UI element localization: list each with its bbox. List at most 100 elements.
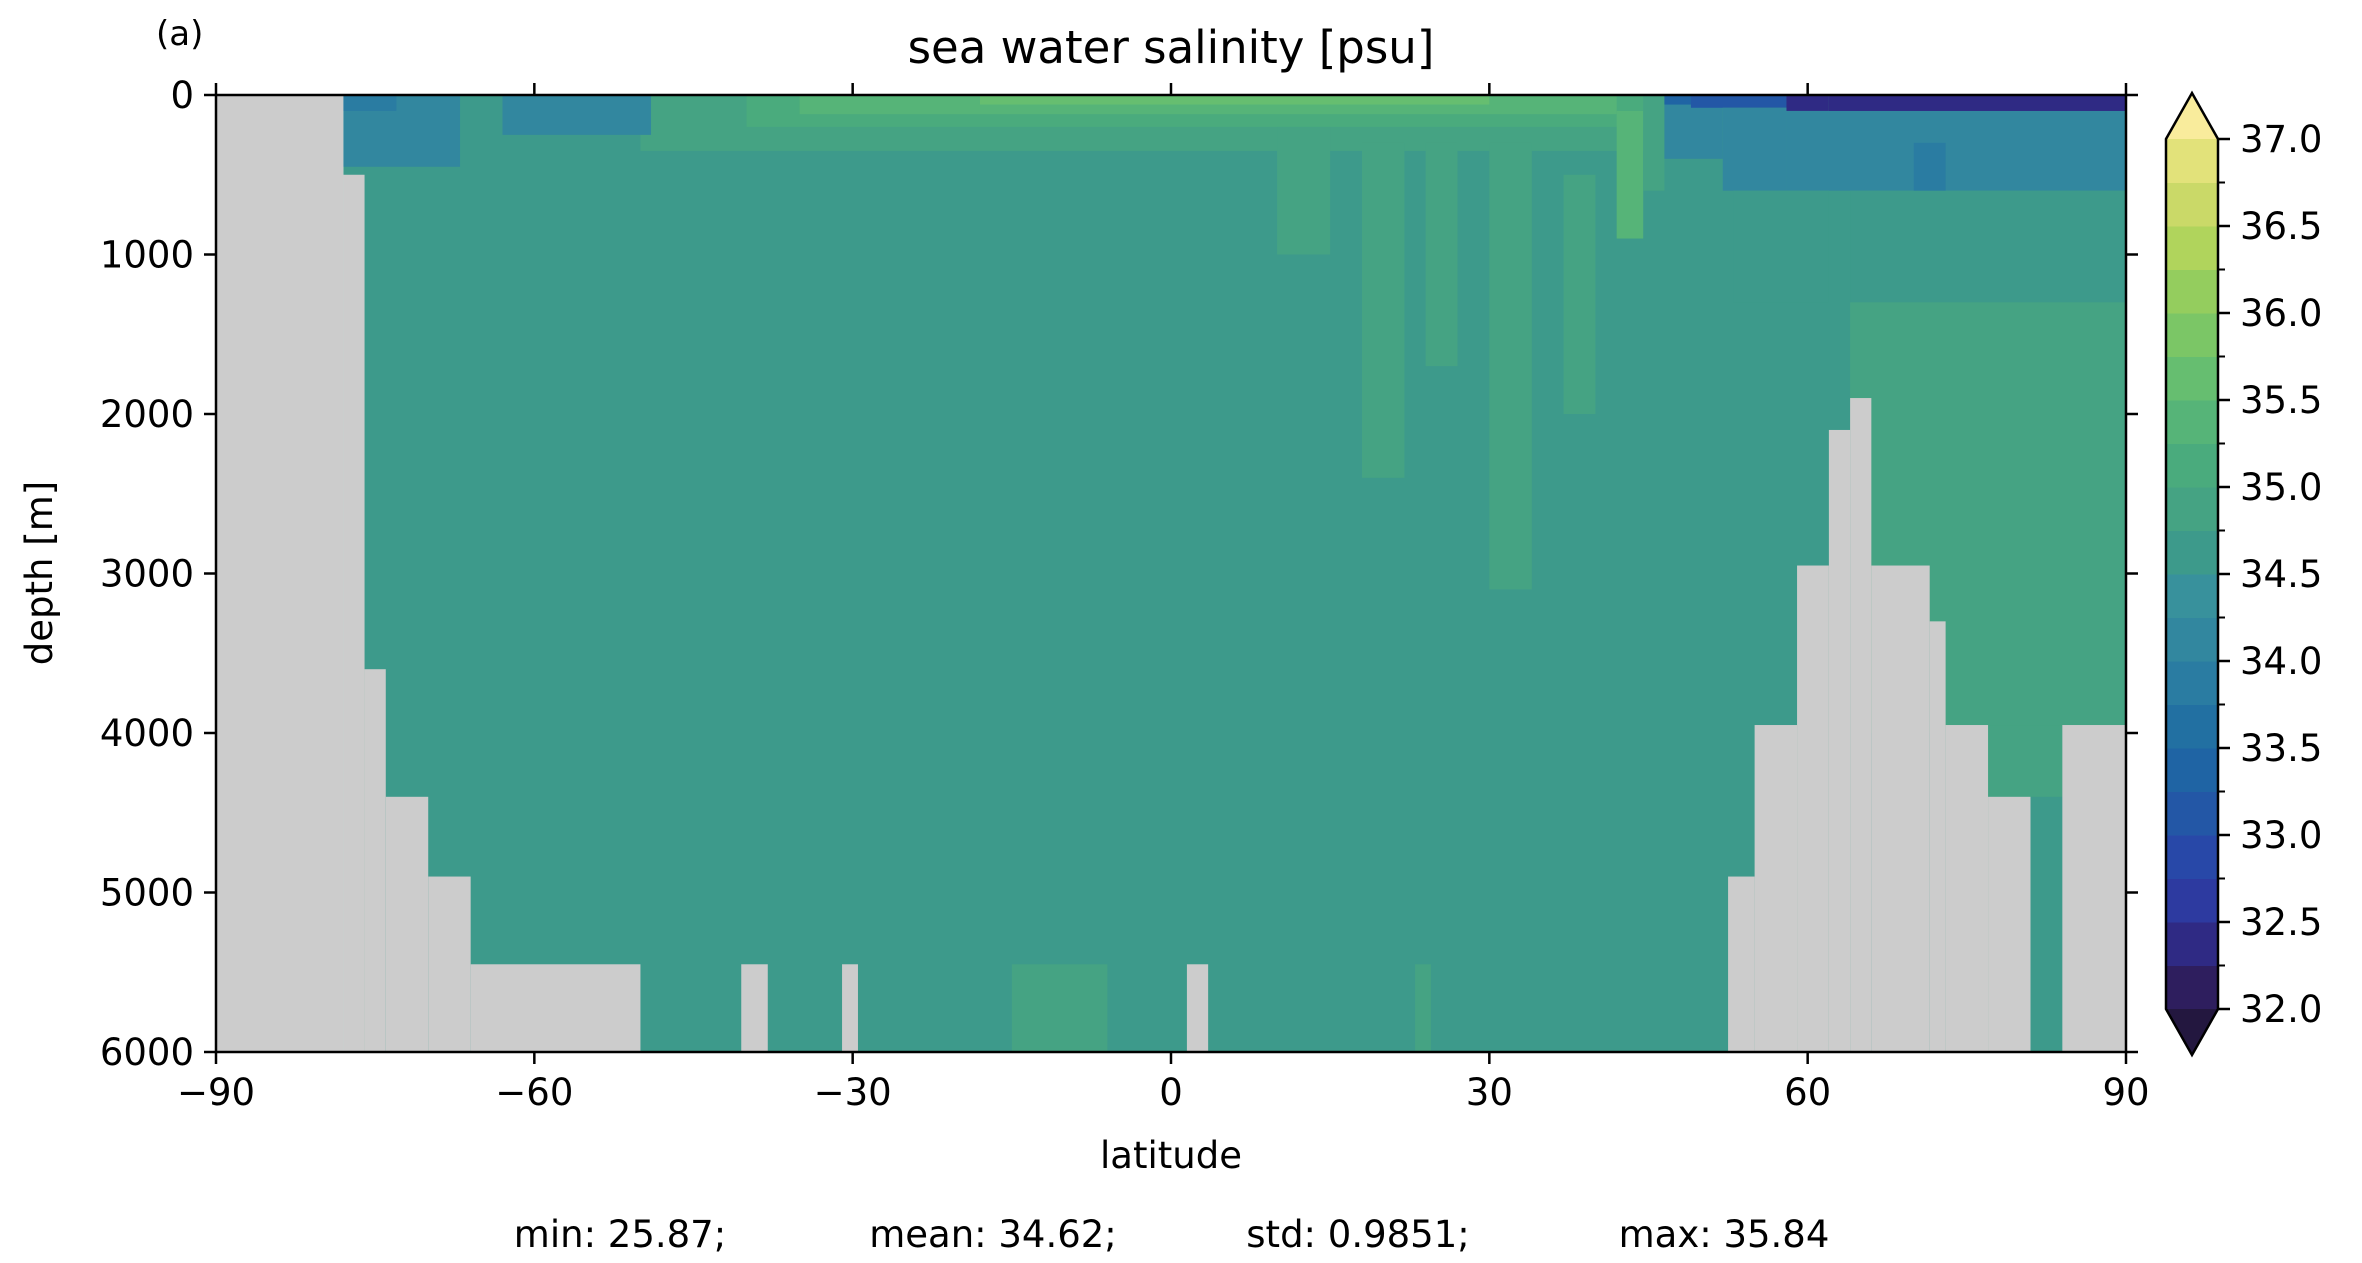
colorbar-segment <box>2166 443 2218 488</box>
colorbar: 32.0 32.5 33.0 33.5 34.0 34.5 35.0 35.5 36.0 36.5… <box>2164 90 2322 1058</box>
colorbar-tick-label: 34.5 <box>2240 553 2322 596</box>
stat-max: max: 35.84 <box>1619 1213 1830 1256</box>
salinity-cell <box>1563 174 1596 414</box>
colorbar-segment <box>2166 574 2218 618</box>
land-cell <box>1929 621 1946 1052</box>
colorbar-segment <box>2166 313 2218 357</box>
land-cell <box>741 964 768 1052</box>
colorbar-segment <box>2166 530 2218 575</box>
land-cell <box>385 796 429 1052</box>
salinity-cell <box>1415 964 1431 1052</box>
land-cell <box>2062 725 2126 1052</box>
y-tick-label: 4000 <box>100 712 194 755</box>
x-tick-label: 30 <box>1466 1071 1513 1114</box>
land-cell <box>1850 398 1872 1052</box>
y-axis: 0 1000 2000 3000 4000 5000 6000 <box>100 74 2138 1074</box>
colorbar-tick-label: 37.0 <box>2240 118 2322 161</box>
salinity-cell <box>1664 95 1691 105</box>
y-tick-label: 6000 <box>100 1031 194 1074</box>
colorbar-under-arrow <box>2166 1009 2218 1055</box>
colorbar-tick-label: 33.5 <box>2240 727 2322 770</box>
colorbar-tick-label: 34.0 <box>2240 640 2322 683</box>
land-mask <box>216 95 2126 1052</box>
x-tick-label: −90 <box>177 1071 255 1114</box>
colorbar-segment <box>2166 226 2218 270</box>
y-tick-label: 3000 <box>100 553 194 596</box>
land-cell <box>470 964 641 1052</box>
stat-std: std: 0.9851; <box>1246 1213 1469 1256</box>
colorbar-tick-label: 33.0 <box>2240 814 2322 857</box>
y-tick-label: 0 <box>170 74 194 117</box>
y-tick-label: 1000 <box>100 234 194 277</box>
colorbar-segment <box>2166 400 2218 444</box>
plot-area <box>214 93 2128 1054</box>
land-cell <box>1871 565 1930 1052</box>
y-tick-label: 2000 <box>100 393 194 436</box>
colorbar-segment <box>2166 704 2218 749</box>
land-cell <box>343 174 365 1052</box>
salinity-cell <box>502 95 652 135</box>
land-cell <box>842 964 858 1052</box>
salinity-cell <box>1362 142 1405 478</box>
colorbar-segment <box>2166 748 2218 792</box>
colorbar-segment <box>2166 661 2218 705</box>
stats-line: min: 25.87; mean: 34.62; std: 0.9851; ma… <box>514 1213 1830 1256</box>
y-tick-label: 5000 <box>100 872 194 915</box>
salinity-cell <box>1011 964 1108 1052</box>
land-cell <box>1945 725 1989 1052</box>
salinity-cell <box>343 95 397 111</box>
colorbar-segment <box>2166 269 2218 314</box>
salinity-cell <box>1733 190 1829 303</box>
x-axis: −90 −60 −30 0 30 60 90 <box>177 83 2150 1114</box>
x-tick-label: 60 <box>1784 1071 1831 1114</box>
land-cell <box>364 669 386 1052</box>
colorbar-segment <box>2166 835 2218 879</box>
salinity-cell <box>1277 126 1331 255</box>
land-cell <box>1828 429 1851 1052</box>
salinity-cell <box>1643 95 1665 191</box>
colorbar-segment <box>2166 965 2218 1010</box>
land-cell <box>1797 565 1829 1052</box>
chart-title: sea water salinity [psu] <box>908 21 1435 74</box>
x-axis-label: latitude <box>1100 1134 1242 1177</box>
stat-min: min: 25.87; <box>514 1213 726 1256</box>
colorbar-segment <box>2166 617 2218 662</box>
salinity-cell <box>1786 95 1829 111</box>
colorbar-segment <box>2166 791 2218 836</box>
salinity-cell <box>1828 95 2126 115</box>
land-cell <box>1728 876 1755 1052</box>
panel-label: (a) <box>156 14 203 54</box>
colorbar-segment <box>2166 487 2218 531</box>
salinity-cell <box>980 95 1490 105</box>
stat-mean: mean: 34.62; <box>869 1213 1117 1256</box>
colorbar-segment <box>2166 182 2218 227</box>
salinity-cell <box>1850 190 2126 303</box>
salinity-cell <box>1690 95 1787 108</box>
colorbar-segment <box>2166 922 2218 966</box>
x-tick-label: 90 <box>2102 1071 2149 1114</box>
colorbar-tick-label: 35.0 <box>2240 466 2322 509</box>
colorbar-segment <box>2166 139 2218 183</box>
colorbar-tick-label: 35.5 <box>2240 379 2322 422</box>
colorbar-over-arrow <box>2166 93 2218 139</box>
colorbar-segment <box>2166 878 2218 923</box>
salinity-cell <box>1425 142 1458 367</box>
x-tick-label: −60 <box>495 1071 573 1114</box>
colorbar-tick-label: 32.5 <box>2240 901 2322 944</box>
colorbar-tick-label: 36.5 <box>2240 205 2322 248</box>
x-tick-label: −30 <box>814 1071 892 1114</box>
salinity-cell <box>1489 142 1532 590</box>
colorbar-segment <box>2166 356 2218 401</box>
land-cell <box>428 876 471 1052</box>
colorbar-tick-label: 36.0 <box>2240 292 2322 335</box>
colorbar-tick-label: 32.0 <box>2240 988 2322 1031</box>
x-tick-label: 0 <box>1159 1071 1183 1114</box>
y-axis-label: depth [m] <box>18 481 61 665</box>
land-cell <box>1988 796 2031 1052</box>
land-cell <box>1754 725 1798 1052</box>
salinity-cell <box>1786 110 2126 191</box>
salinity-cell <box>1722 107 1787 191</box>
land-cell <box>216 95 344 1052</box>
salinity-cell <box>1616 110 1644 239</box>
